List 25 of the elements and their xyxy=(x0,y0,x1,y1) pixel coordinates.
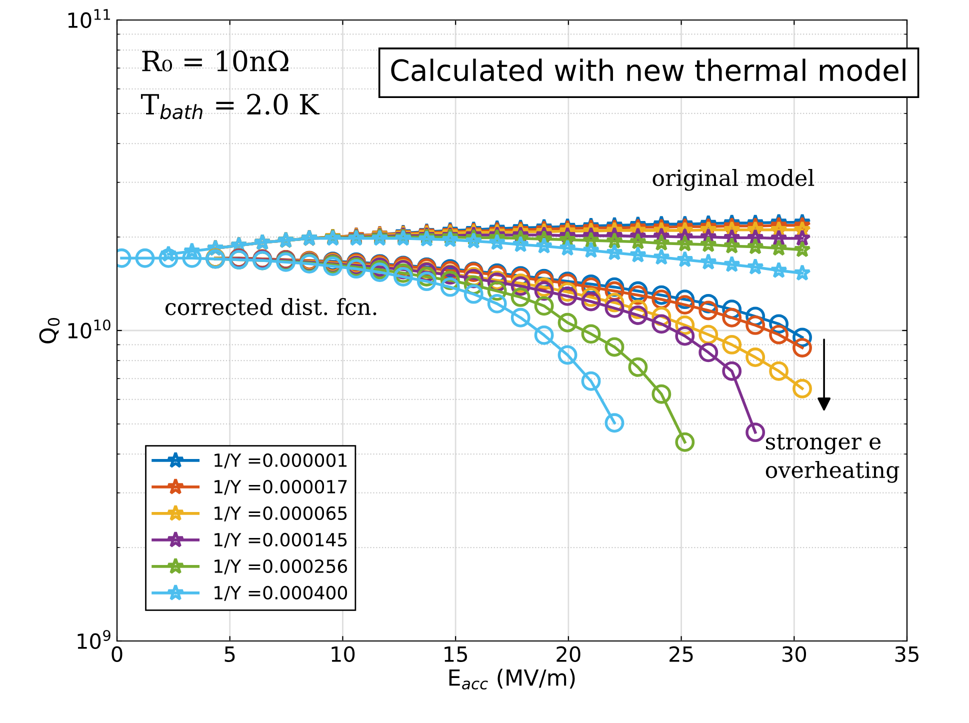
legend-label: 1/Y =0.000145 xyxy=(214,532,347,548)
annotation: corrected dist. fcn. xyxy=(166,298,376,316)
x-tick-label: 35 xyxy=(895,646,918,662)
annotation: stronger e overheating xyxy=(766,434,900,483)
x-tick-label: 30 xyxy=(782,646,806,662)
x-axis-title: E$_{acc}$ (MV/m) xyxy=(449,668,575,690)
annotation: original model xyxy=(652,168,814,191)
annotation: R₀ = 10nΩ xyxy=(142,50,288,72)
y-tick-label: 10$^{9}$ xyxy=(78,630,110,650)
legend-label: 1/Y =0.000001 xyxy=(214,453,347,468)
y-tick-label: 10$^{10}$ xyxy=(68,319,110,339)
y-axis-title: Q$_{0}$ xyxy=(39,318,60,344)
legend-label: 1/Y =0.000400 xyxy=(214,586,348,601)
annotation: Calculated with new thermal model xyxy=(391,58,906,82)
legend-label: 1/Y =0.000256 xyxy=(214,559,348,574)
legend-label: 1/Y =0.000065 xyxy=(214,506,347,522)
x-tick-label: 5 xyxy=(224,646,235,662)
legend-label: 1/Y =0.000017 xyxy=(214,480,347,495)
x-tick-label: 0 xyxy=(112,646,122,662)
y-tick-label: 10$^{11}$ xyxy=(68,9,110,28)
x-tick-label: 10 xyxy=(332,646,355,662)
x-tick-label: 20 xyxy=(556,646,580,662)
x-tick-label: 15 xyxy=(444,646,468,662)
annotation: T$_{bath}$ = 2.0 K xyxy=(140,94,320,120)
x-tick-label: 25 xyxy=(670,646,693,662)
